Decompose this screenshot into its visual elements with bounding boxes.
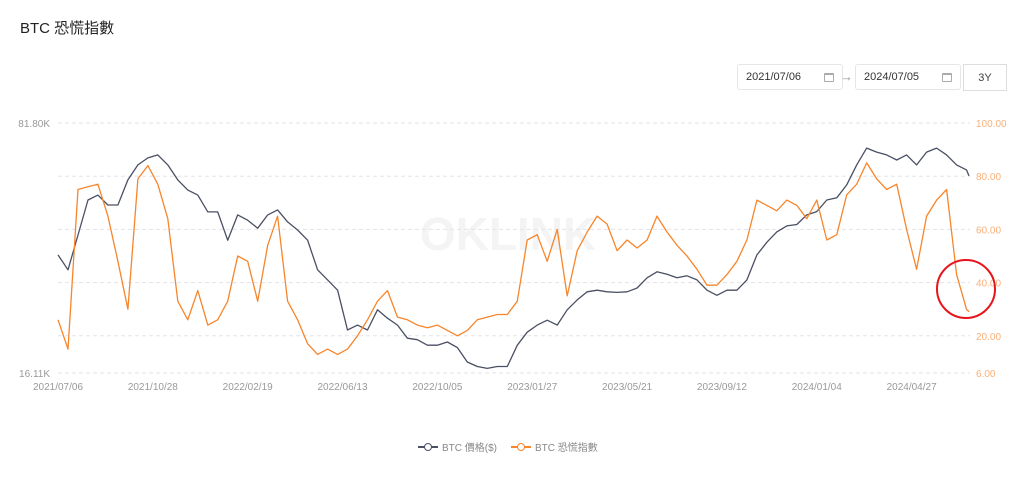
left-axis-tick-label: 81.80K [18,119,50,130]
legend-line-marker-icon [418,442,438,451]
start-date-input[interactable]: 2021/07/06 [737,64,843,90]
range-3y-button[interactable]: 3Y [963,64,1007,91]
arrow-right-icon: → [840,69,853,84]
x-axis-tick-label: 2021/10/28 [128,382,178,393]
annotation-circle [936,259,996,319]
price-series-line [57,147,970,370]
end-date-value: 2024/07/05 [864,71,920,83]
right-axis-tick-label: 80.00 [976,172,1001,183]
fear-index-series-line [57,162,970,356]
x-axis-tick-label: 2023/05/21 [602,382,652,393]
x-axis-tick-label: 2023/01/27 [507,382,557,393]
legend-label: BTC 恐慌指數 [535,443,598,454]
legend-item-price[interactable]: BTC 價格($) [418,439,497,454]
left-axis-tick-label: 16.11K [19,369,50,380]
legend-item-fear[interactable]: BTC 恐慌指數 [511,439,598,454]
x-axis-tick-label: 2022/10/05 [412,382,462,393]
x-axis-tick-label: 2022/02/19 [223,382,273,393]
right-axis-tick-label: 60.00 [976,225,1001,236]
legend: BTC 價格($) BTC 恐慌指數 [418,439,598,454]
right-axis-tick-label: 6.00 [976,369,996,380]
end-date-input[interactable]: 2024/07/05 [855,64,961,90]
legend-line-marker-icon [511,442,531,451]
x-axis-tick-label: 2024/01/04 [792,382,842,393]
x-axis-tick-label: 2023/09/12 [697,382,747,393]
calendar-icon[interactable] [824,72,834,82]
x-axis-tick-label: 2021/07/06 [33,382,83,393]
start-date-value: 2021/07/06 [746,71,802,83]
right-axis-tick-label: 40.00 [976,279,1001,290]
x-axis-tick-label: 2022/06/13 [318,382,368,393]
calendar-icon[interactable] [942,72,952,82]
page-title: BTC 恐慌指數 [20,20,115,37]
right-axis-tick-label: 100.00 [976,119,1007,130]
legend-label: BTC 價格($) [442,443,497,454]
right-axis-tick-label: 20.00 [976,332,1001,343]
watermark-logo: OKLINK [420,208,596,260]
x-axis-tick-label: 2024/04/27 [887,382,937,393]
